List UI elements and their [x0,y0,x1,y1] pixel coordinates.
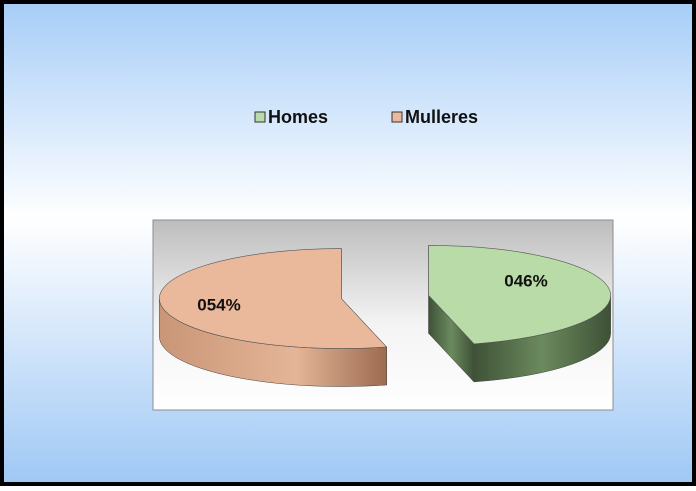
legend-swatch [254,111,266,123]
slice-top [428,245,611,345]
pie-slice [159,248,388,387]
legend-swatch [391,111,403,123]
pie-slice [428,245,611,383]
data-label: 046% [504,271,547,290]
data-label: 054% [197,295,240,314]
legend-label: Mulleres [405,107,478,127]
slice-top [159,248,388,349]
legend-label: Homes [268,107,328,127]
